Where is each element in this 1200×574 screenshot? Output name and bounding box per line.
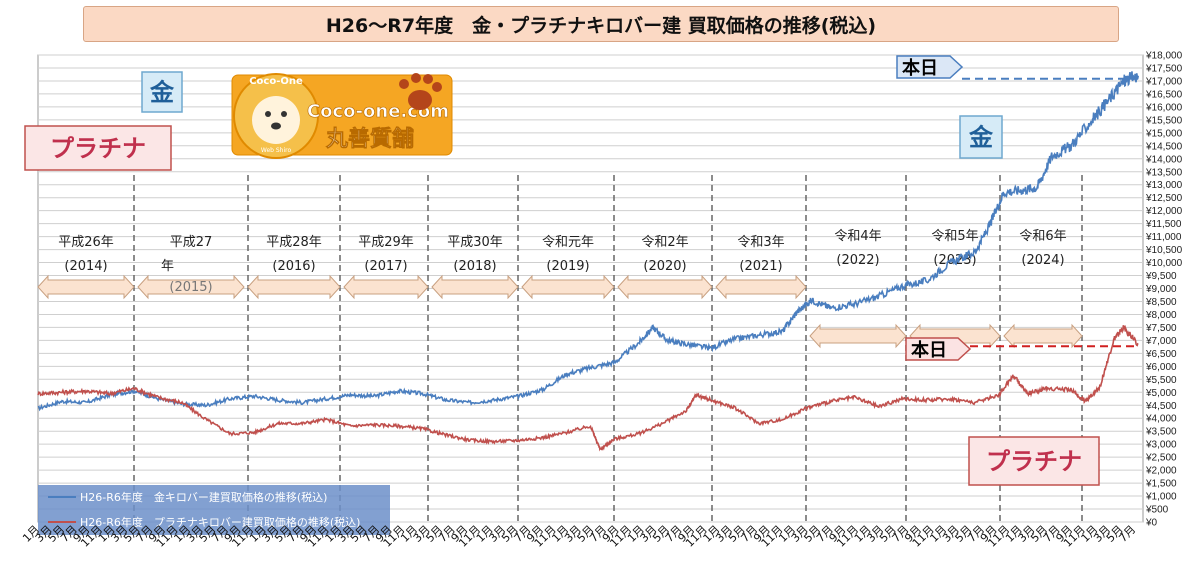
era-arrow — [809, 323, 907, 349]
y-tick-label: ¥9,500 — [1145, 271, 1177, 282]
y-tick-label: ¥9,000 — [1145, 284, 1177, 295]
logo-top-text: Coco-One — [249, 76, 303, 87]
y-tick-label: ¥3,000 — [1145, 440, 1177, 451]
y-tick-label: ¥10,000 — [1145, 258, 1183, 269]
y-tick-label: ¥13,500 — [1145, 167, 1183, 178]
era-year: (2022) — [836, 253, 879, 268]
y-tick-label: ¥16,000 — [1145, 102, 1183, 113]
y-tick-label: ¥7,500 — [1145, 323, 1177, 334]
era-label: 令和2年 — [641, 235, 688, 250]
y-tick-label: ¥10,500 — [1145, 245, 1183, 256]
y-tick-label: ¥7,000 — [1145, 336, 1177, 347]
today-label: 本日 — [902, 57, 938, 79]
legend-entry: H26-R6年度 プラチナキロバー建買取価格の推移(税込) — [80, 515, 360, 529]
era-year: (2014) — [64, 259, 107, 274]
era-year: (2015) — [169, 280, 212, 295]
era-year: 年 — [161, 259, 174, 274]
platinum-label — [24, 125, 172, 171]
gold-label-text: 金 — [149, 79, 175, 107]
platinum-label — [968, 436, 1100, 486]
y-tick-label: ¥4,500 — [1145, 401, 1177, 412]
logo-shop-text: 丸善質舗 — [325, 126, 414, 152]
era-arrow — [1003, 323, 1083, 349]
era-label: 平成27 — [170, 235, 213, 250]
era-arrow — [617, 274, 713, 300]
y-tick-label: ¥15,000 — [1145, 128, 1183, 139]
legend-background — [38, 485, 390, 535]
era-year: (2020) — [643, 259, 686, 274]
gold-label-text: 金 — [968, 124, 994, 152]
paw-icon — [399, 73, 442, 110]
gold-label — [141, 71, 183, 113]
y-tick-label: ¥5,500 — [1145, 375, 1177, 386]
era-year: (2021) — [739, 259, 782, 274]
y-tick-label: ¥12,500 — [1145, 193, 1183, 204]
y-tick-label: ¥14,000 — [1145, 154, 1183, 165]
legend-entry: H26-R6年度 金キロバー建買取価格の推移(税込) — [80, 490, 327, 504]
y-tick-label: ¥18,000 — [1145, 51, 1183, 62]
era-year: (2018) — [453, 259, 496, 274]
era-arrow — [431, 274, 519, 300]
y-tick-label: ¥16,500 — [1145, 89, 1183, 100]
era-label: 令和3年 — [737, 235, 784, 250]
y-tick-label: ¥500 — [1145, 505, 1169, 516]
y-tick-label: ¥11,500 — [1145, 219, 1182, 230]
legend: H26-R6年度 金キロバー建買取価格の推移(税込) H26-R6年度 プラチナキ… — [38, 485, 390, 535]
y-tick-label: ¥6,500 — [1145, 349, 1177, 360]
series-line — [37, 324, 1139, 452]
era-arrow — [37, 274, 135, 300]
y-tick-label: ¥1,000 — [1145, 492, 1177, 503]
era-label: 令和5年 — [931, 229, 978, 244]
y-tick-label: ¥3,500 — [1145, 427, 1177, 438]
gold-label — [959, 115, 1003, 159]
y-tick-label: ¥17,000 — [1145, 76, 1183, 87]
era-arrow — [521, 274, 615, 300]
era-label: 平成26年 — [58, 235, 114, 250]
era-year: (2017) — [364, 259, 407, 274]
platinum-label-text: プラチナ — [50, 135, 146, 163]
y-tick-label: ¥13,000 — [1145, 180, 1183, 191]
y-tick-label: ¥8,000 — [1145, 310, 1177, 321]
series-line — [37, 71, 1139, 412]
era-label: 令和6年 — [1019, 229, 1066, 244]
era-label: 令和4年 — [834, 229, 881, 244]
y-tick-label: ¥17,500 — [1145, 63, 1183, 74]
era-arrow — [715, 274, 807, 300]
today-badge-platinum — [905, 337, 972, 361]
era-arrow — [247, 274, 341, 300]
y-tick-label: ¥1,500 — [1145, 479, 1177, 490]
today-badge-gold — [896, 55, 964, 79]
y-tick-label: ¥14,500 — [1145, 141, 1183, 152]
era-label: 平成29年 — [358, 235, 414, 250]
y-tick-label: ¥0 — [1145, 518, 1158, 529]
logo-small-text: Web Shiro — [261, 147, 292, 154]
y-tick-label: ¥4,000 — [1145, 414, 1177, 425]
today-label: 本日 — [911, 339, 947, 361]
era-label: 令和元年 — [542, 235, 594, 250]
platinum-label-text: プラチナ — [986, 448, 1082, 476]
y-tick-label: ¥12,000 — [1145, 206, 1183, 217]
era-arrow — [137, 274, 245, 300]
y-tick-label: ¥2,000 — [1145, 466, 1177, 477]
y-tick-label: ¥8,500 — [1145, 297, 1177, 308]
y-tick-label: ¥15,500 — [1145, 115, 1183, 126]
era-year: (2024) — [1021, 253, 1064, 268]
chart-title: H26～R7年度 金・プラチナキロバー建 買取価格の推移(税込) — [83, 6, 1119, 42]
era-year: (2016) — [272, 259, 315, 274]
y-tick-label: ¥5,000 — [1145, 388, 1177, 399]
y-tick-label: ¥11,000 — [1145, 232, 1182, 243]
era-year: (2019) — [546, 259, 589, 274]
y-tick-label: ¥6,000 — [1145, 362, 1177, 373]
era-label: 平成30年 — [447, 235, 503, 250]
dog-face — [252, 96, 300, 144]
era-label: 平成28年 — [266, 235, 322, 250]
y-tick-label: ¥2,500 — [1145, 453, 1177, 464]
era-arrow — [343, 274, 429, 300]
